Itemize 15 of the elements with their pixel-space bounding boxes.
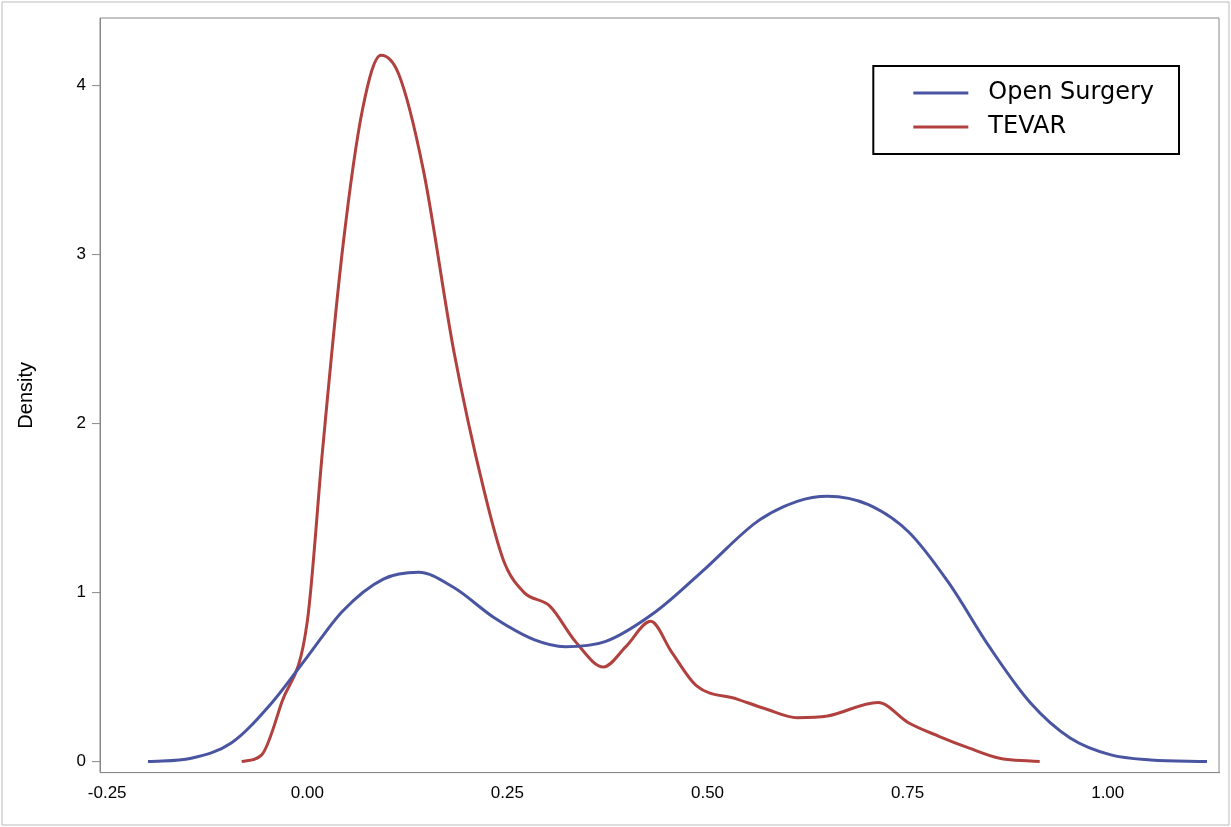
- line-series: [146, 494, 1209, 764]
- y-tick-label: 0: [76, 751, 86, 771]
- y-tick-label: 2: [76, 413, 86, 433]
- x-tick-label: 0.25: [490, 783, 524, 803]
- x-tick-label: 0.50: [690, 783, 725, 803]
- legend-label: TEVAR: [987, 111, 1067, 140]
- y-tick-label: 4: [76, 75, 86, 95]
- x-tick-label: 0.75: [891, 783, 925, 803]
- legend-label: Open Surgery: [988, 77, 1155, 106]
- y-tick-label: 3: [76, 244, 86, 264]
- y-tick-label: 1: [76, 582, 86, 602]
- x-tick-label: 0.00: [290, 783, 324, 803]
- x-tick-label: -0.25: [87, 783, 127, 803]
- y-axis-title: Density: [13, 361, 36, 429]
- x-tick-label: 1.00: [1091, 783, 1125, 803]
